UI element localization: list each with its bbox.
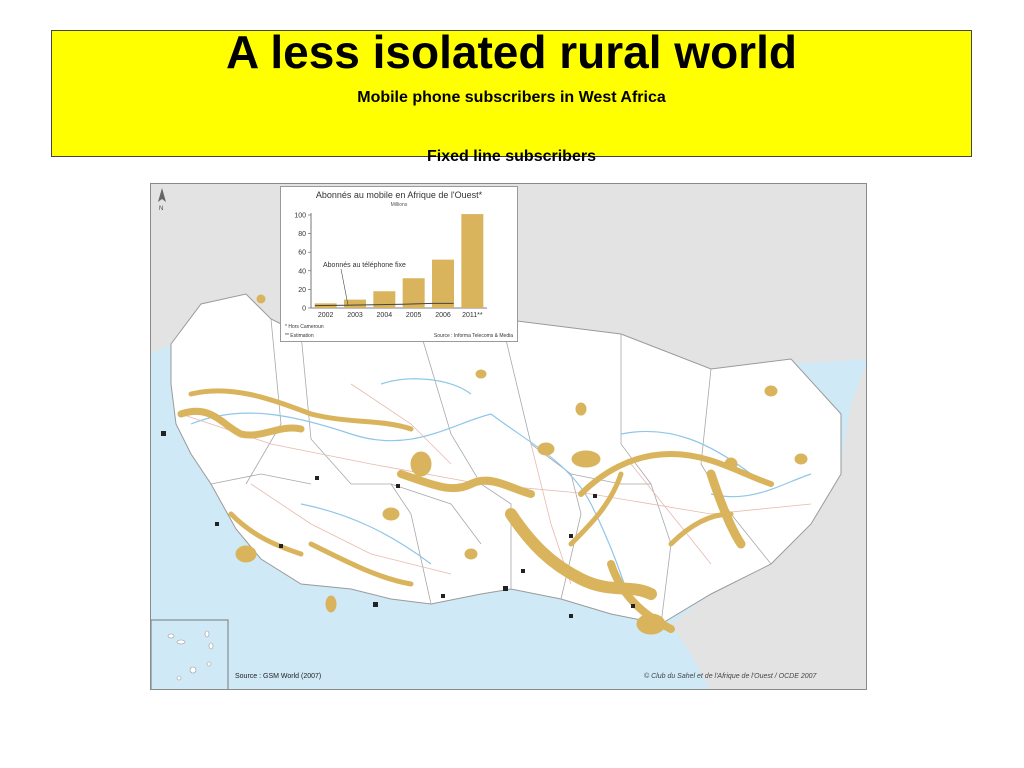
slide-title: A less isolated rural world (226, 26, 797, 78)
chart-bar (402, 278, 425, 308)
chart-y-tick-label: 60 (298, 250, 306, 257)
chart-unit: Millions (390, 202, 408, 208)
chart-x-tick-label: 2011** (462, 312, 483, 319)
city-markers (161, 431, 635, 618)
chart-bar (373, 291, 396, 308)
map-credit: © Club du Sahel et de l'Afrique de l'Oue… (644, 673, 817, 680)
chart-y-tick-label: 40 (298, 268, 306, 275)
cape-verde-inset-frame (151, 619, 229, 689)
title-banner: A less isolated rural world Mobile phone… (51, 26, 972, 165)
chart-series-label: Abonnés au téléphone fixe (323, 262, 406, 269)
chart-y-tick-label: 20 (298, 287, 306, 294)
north-arrow-icon (157, 188, 167, 214)
chart-source: Source : Informa Telecoms & Media (433, 333, 513, 339)
west-africa-map: N Abonnés au mobile en Afrique de l'Oues… (150, 183, 867, 690)
chart-note-2: ** Estimation (285, 333, 314, 339)
inset-chart: Abonnés au mobile en Afrique de l'Ouest*… (280, 186, 518, 342)
chart-y-tick-label: 80 (298, 231, 306, 238)
chart-x-tick-label: 2003 (347, 312, 363, 319)
cape-verde-islands (167, 630, 214, 681)
chart-bar (432, 259, 454, 308)
chart-x-tick-label: 2002 (318, 312, 334, 319)
chart-x-tick-label: 2006 (435, 312, 451, 319)
chart-x-tick-label: 2005 (406, 312, 422, 319)
chart-title: Abonnés au mobile en Afrique de l'Ouest* (315, 190, 483, 200)
chart-plot: 0 20 40 60 80 100 2002 2003 2004 2005 2006 2011** Ab… (294, 213, 487, 319)
mobile-coverage-areas (177, 294, 808, 635)
map-source: Source : GSM World (2007) (235, 673, 322, 680)
chart-bar (344, 299, 366, 308)
chart-y-tick-label: 0 (302, 306, 306, 313)
slide-subtitle-mobile: Mobile phone subscribers in West Africa (357, 89, 666, 106)
north-label: N (159, 206, 164, 212)
chart-fixed-leader (340, 268, 349, 306)
chart-fixed-line (314, 302, 454, 307)
chart-y-tick-label: 100 (294, 213, 306, 220)
central-africa-land (671, 364, 866, 689)
chart-bar (461, 214, 484, 308)
chart-note-1: * Hors Cameroun (285, 324, 324, 330)
slide-subtitle-fixed: Fixed line subscribers (427, 148, 596, 165)
chart-x-tick-label: 2004 (377, 312, 393, 319)
country-borders (210, 318, 772, 625)
